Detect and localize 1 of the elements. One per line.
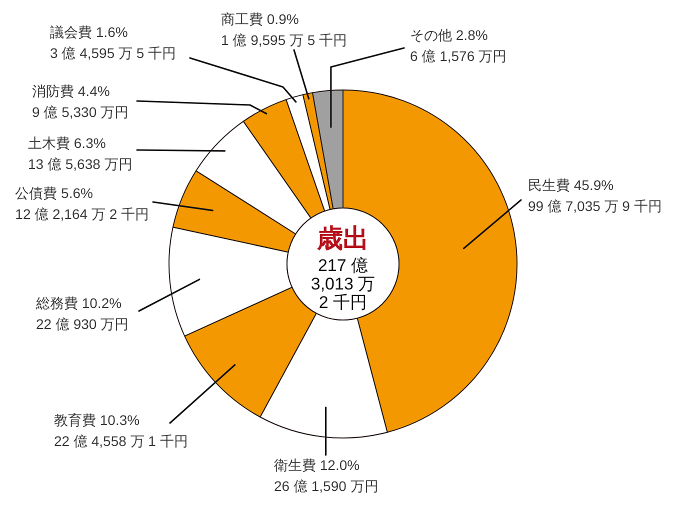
- centre-text: 歳出 217 億 3,013 万 2 千円: [310, 223, 376, 312]
